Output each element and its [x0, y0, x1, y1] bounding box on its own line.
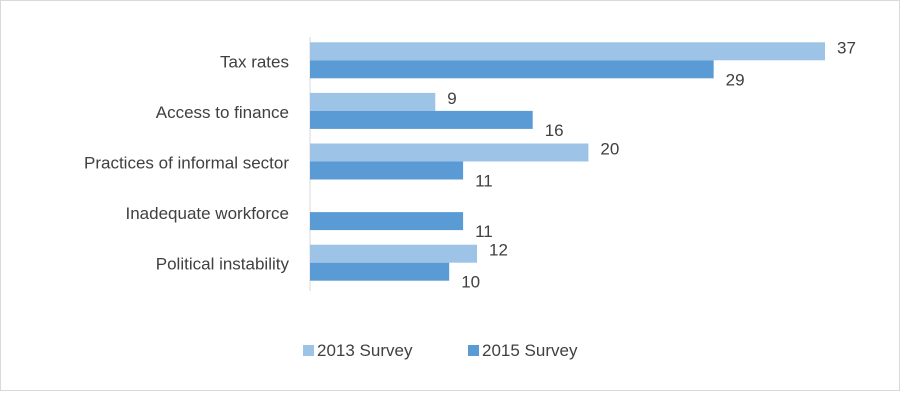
bar-2015-survey [310, 212, 464, 231]
bar-2015-survey [310, 60, 714, 79]
data-label: 11 [475, 172, 493, 191]
data-label: 20 [600, 140, 619, 159]
data-label: 10 [461, 273, 480, 292]
legend: 2013 Survey 2015 Survey [303, 341, 578, 360]
bar-2013-survey [310, 42, 825, 61]
data-label: 12 [489, 241, 508, 260]
bar-2015-survey [310, 110, 533, 129]
data-label: 29 [726, 70, 745, 89]
category-label: Practices of informal sector [84, 154, 289, 173]
legend-label-2015: 2015 Survey [482, 341, 578, 360]
legend-swatch-2013 [303, 345, 314, 356]
data-label: 11 [475, 222, 493, 241]
category-label: Political instability [156, 255, 290, 274]
category-label: Access to finance [156, 103, 289, 122]
bar-2015-survey [310, 262, 450, 281]
bar-2013-survey [310, 92, 436, 111]
category-label: Tax rates [220, 52, 289, 71]
legend-label-2013: 2013 Survey [317, 341, 413, 360]
plot-area: Tax rates 37 29 Access to finance 9 16 Practic… [84, 38, 856, 291]
bar-2013-survey [310, 244, 478, 263]
data-label: 16 [545, 121, 564, 140]
category-label: Inadequate workforce [126, 204, 290, 223]
bar-2013-survey [310, 143, 589, 162]
data-label: 9 [447, 89, 456, 108]
data-label: 37 [837, 38, 856, 57]
legend-swatch-2015 [468, 345, 479, 356]
bar-2015-survey [310, 161, 464, 180]
